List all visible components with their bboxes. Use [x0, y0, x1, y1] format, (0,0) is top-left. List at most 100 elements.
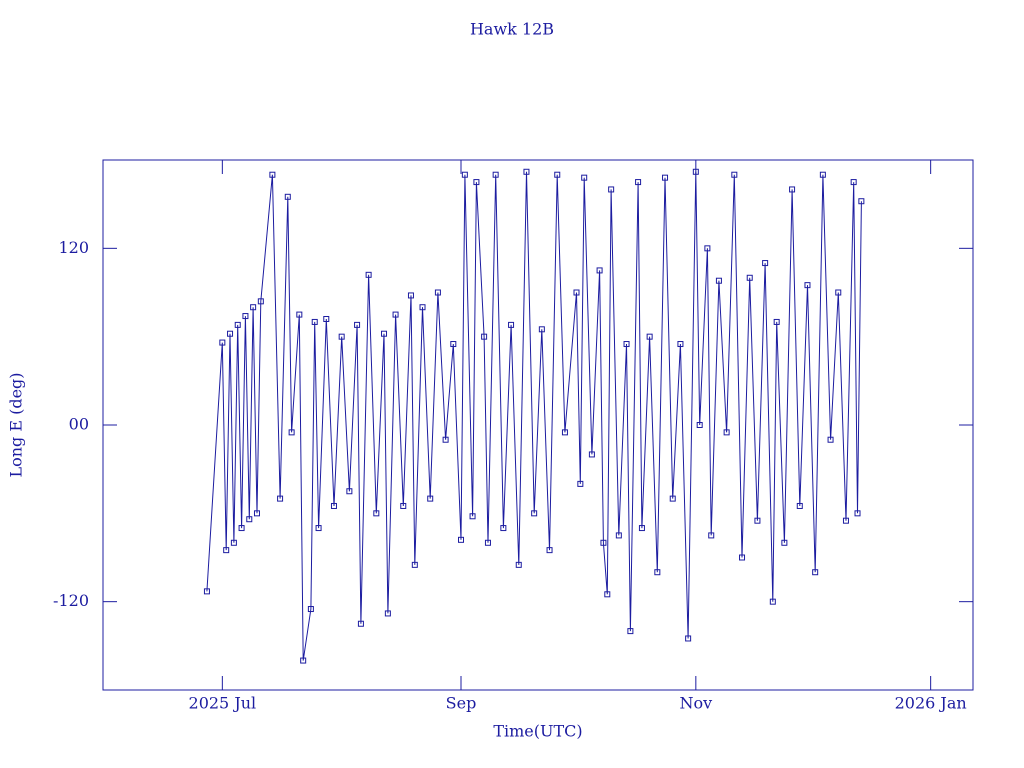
data-point	[330, 502, 337, 509]
data-point	[685, 635, 692, 642]
data-point	[858, 198, 865, 205]
data-point	[819, 171, 826, 178]
data-point	[854, 510, 861, 517]
data-point	[731, 171, 738, 178]
data-point	[708, 532, 715, 539]
data-point	[315, 525, 322, 532]
data-point	[373, 510, 380, 517]
data-point	[646, 333, 653, 340]
data-point	[284, 193, 291, 200]
data-point	[392, 311, 399, 318]
data-point	[296, 311, 303, 318]
data-point	[773, 318, 780, 325]
data-point	[696, 422, 703, 428]
data-point	[538, 326, 545, 333]
data-point	[365, 271, 372, 278]
data-point	[357, 620, 364, 627]
data-point	[311, 318, 318, 325]
data-point	[242, 313, 249, 320]
data-point	[411, 561, 418, 568]
data-point	[381, 330, 388, 337]
data-point	[789, 186, 796, 193]
data-point	[230, 539, 237, 546]
data-point	[604, 591, 611, 598]
data-point	[427, 495, 434, 502]
data-point	[827, 436, 834, 443]
data-point	[434, 289, 441, 296]
data-point	[573, 289, 580, 296]
data-point	[442, 436, 449, 443]
data-point	[203, 588, 210, 595]
data-point	[223, 547, 230, 554]
data-point	[508, 321, 515, 328]
data-point	[608, 186, 615, 193]
data-point	[635, 179, 642, 186]
data-point	[227, 330, 234, 337]
data-point	[581, 174, 588, 181]
data-point	[419, 304, 426, 311]
data-point	[450, 341, 457, 348]
data-point	[781, 539, 788, 546]
data-point	[692, 168, 699, 175]
x-tick-label: Sep	[446, 694, 477, 713]
data-point	[561, 429, 568, 436]
data-point	[677, 341, 684, 348]
data-line	[206, 171, 862, 661]
y-tick-label: -120	[53, 591, 89, 610]
data-point	[715, 277, 722, 284]
data-point	[515, 561, 522, 568]
data-point	[723, 429, 730, 436]
data-point	[638, 525, 645, 532]
y-axis-label: Long E (deg)	[7, 372, 26, 477]
x-tick-label: 2025 Jul	[189, 694, 257, 713]
data-point	[338, 333, 345, 340]
data-point	[577, 480, 584, 487]
data-point	[762, 260, 769, 267]
data-point	[596, 267, 603, 274]
data-point	[769, 598, 776, 605]
x-axis-label: Time(UTC)	[493, 722, 582, 741]
data-point	[588, 451, 595, 458]
data-point	[307, 606, 314, 613]
data-point	[600, 539, 607, 546]
chart-title: Hawk 12B	[470, 20, 554, 39]
data-point	[250, 304, 257, 311]
data-point	[484, 539, 491, 546]
data-point	[246, 516, 253, 523]
x-tick-label: 2026 Jan	[895, 694, 967, 713]
data-point	[481, 333, 488, 340]
data-point	[835, 289, 842, 296]
data-point	[739, 554, 746, 561]
data-point	[546, 547, 553, 554]
data-point	[662, 174, 669, 181]
data-point	[269, 171, 276, 178]
data-point	[473, 179, 480, 186]
data-point	[704, 245, 711, 252]
data-point	[627, 628, 634, 635]
data-point	[469, 513, 476, 520]
data-point	[219, 339, 226, 346]
data-point	[654, 569, 661, 576]
data-point	[253, 510, 260, 517]
data-point	[346, 488, 353, 495]
y-tick-label: 00	[69, 415, 89, 434]
x-tick-label: Nov	[679, 694, 712, 713]
data-point	[615, 532, 622, 539]
data-point	[257, 298, 264, 305]
data-point	[300, 657, 307, 664]
data-point	[623, 341, 630, 348]
data-point	[384, 610, 391, 617]
data-point	[492, 171, 499, 178]
data-point	[804, 282, 811, 289]
data-point	[458, 536, 465, 543]
data-point	[746, 274, 753, 281]
data-point	[323, 316, 330, 322]
data-point	[554, 171, 561, 178]
data-point	[842, 517, 849, 524]
data-point	[669, 495, 676, 502]
data-point	[407, 292, 414, 299]
data-point	[531, 510, 538, 517]
data-point	[277, 495, 284, 502]
